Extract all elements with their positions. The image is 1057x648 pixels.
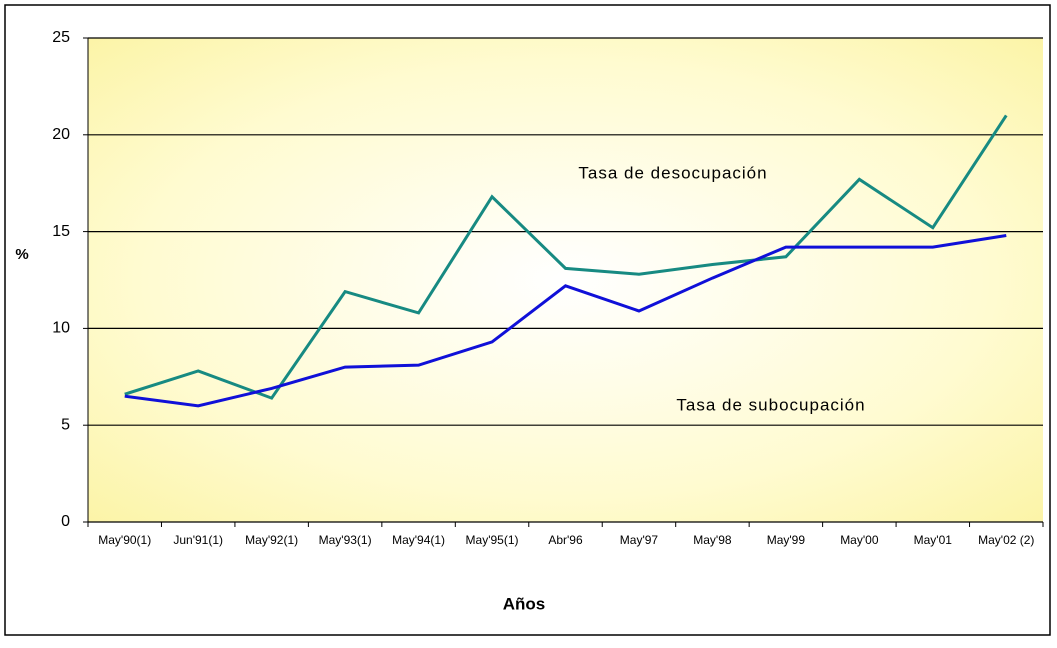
x-tick-label: Jun'91(1) (173, 533, 223, 547)
series-label: Tasa de subocupación (676, 395, 865, 414)
y-axis-label: % (15, 246, 28, 263)
x-axis-label: Años (503, 594, 546, 613)
x-tick-label: May'99 (767, 533, 806, 547)
series-label: Tasa de desocupación (578, 163, 767, 182)
y-tick-label: 15 (52, 223, 70, 240)
series-line (124, 114, 1008, 400)
y-tick-label: 5 (61, 416, 70, 433)
x-tick-label: May'98 (693, 533, 732, 547)
x-tick-label: May'97 (620, 533, 659, 547)
x-tick-label: Abr'96 (548, 533, 583, 547)
y-tick-label: 10 (52, 320, 70, 337)
plot-area (88, 38, 1043, 522)
series-line (124, 233, 1007, 408)
x-tick-label: May'90(1) (98, 533, 151, 547)
x-tick-label: May'95(1) (466, 533, 519, 547)
y-tick-label: 25 (52, 29, 70, 46)
y-tick-label: 20 (52, 126, 70, 143)
x-tick-label: May'01 (914, 533, 953, 547)
x-tick-label: May'94(1) (392, 533, 445, 547)
x-tick-label: May'93(1) (319, 533, 372, 547)
x-tick-label: May'02 (2) (978, 533, 1034, 547)
y-tick-label: 0 (61, 513, 70, 530)
x-tick-label: May'92(1) (245, 533, 298, 547)
x-tick-label: May'00 (840, 533, 879, 547)
